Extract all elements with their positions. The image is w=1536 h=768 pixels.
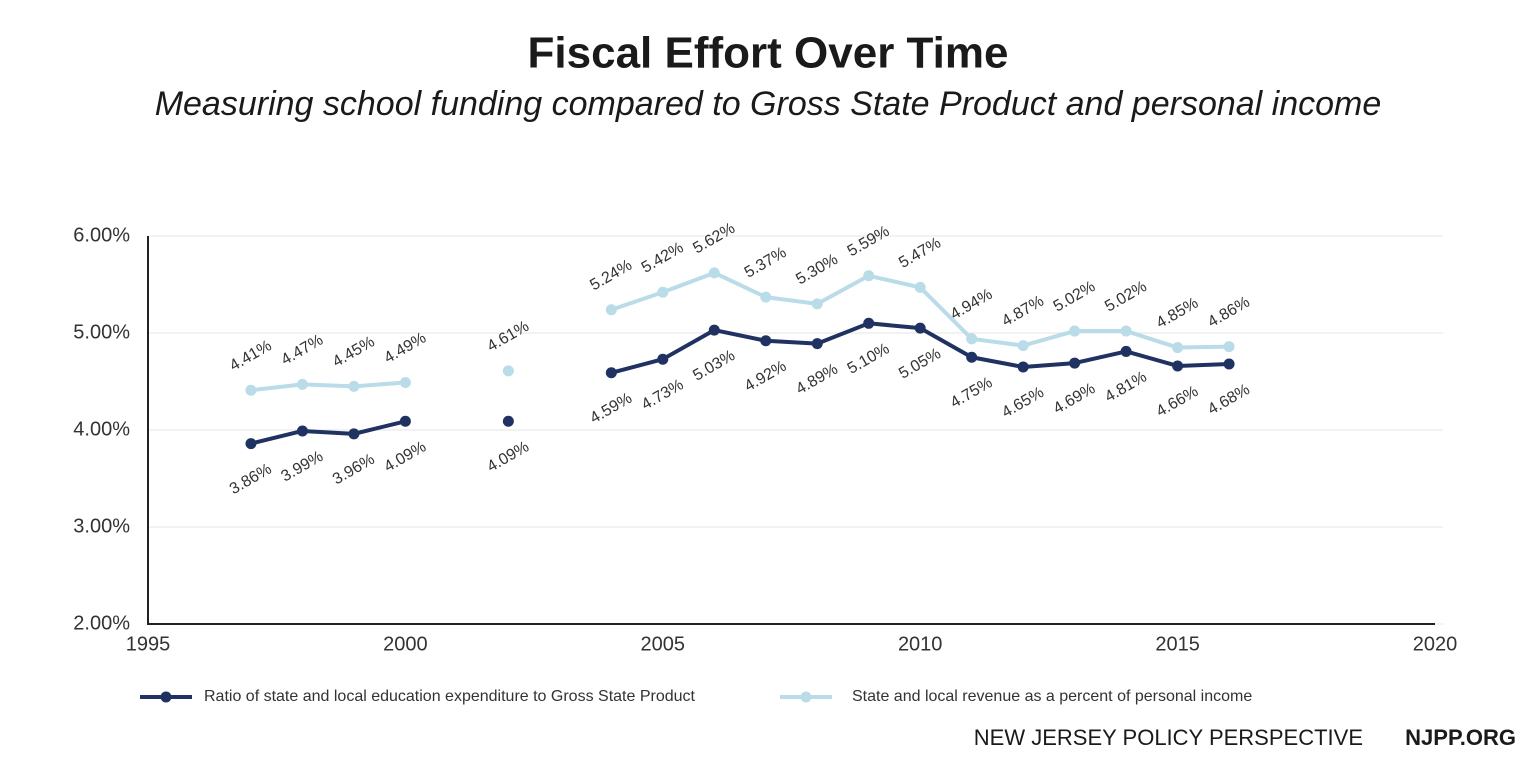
data-label: 3.99%	[278, 448, 326, 485]
data-label: 5.37%	[742, 244, 790, 281]
data-point	[1172, 342, 1184, 354]
data-label: 4.66%	[1154, 383, 1202, 420]
credit-org: NEW JERSEY POLICY PERSPECTIVE	[974, 725, 1363, 750]
data-point	[348, 428, 360, 440]
data-label: 4.75%	[948, 374, 996, 411]
legend-marker	[160, 691, 172, 703]
data-point	[708, 267, 720, 279]
data-point	[399, 376, 411, 388]
data-label: 4.09%	[381, 438, 429, 475]
data-label: 5.30%	[793, 251, 841, 288]
data-point	[605, 367, 617, 379]
data-point	[760, 335, 772, 347]
x-tick-label: 2000	[383, 633, 428, 655]
y-tick-label: 2.00%	[73, 612, 130, 634]
data-point	[605, 304, 617, 316]
data-point	[657, 353, 669, 365]
data-point	[811, 298, 823, 310]
data-point	[296, 378, 308, 390]
data-point	[1069, 325, 1081, 337]
data-point	[1223, 358, 1235, 370]
data-point	[1017, 340, 1029, 352]
data-point	[348, 380, 360, 392]
x-tick-label: 1995	[126, 633, 171, 655]
data-label: 4.89%	[793, 361, 841, 398]
x-tick-label: 2005	[641, 633, 686, 655]
data-point	[657, 286, 669, 298]
data-label: 4.49%	[381, 330, 429, 367]
data-label: 4.73%	[639, 376, 687, 413]
data-point	[1017, 361, 1029, 373]
data-label: 3.86%	[227, 461, 275, 498]
data-label: 5.10%	[845, 340, 893, 377]
data-label: 5.24%	[587, 257, 635, 294]
data-label: 3.96%	[330, 451, 378, 488]
data-point	[1223, 341, 1235, 353]
data-label: 4.94%	[948, 286, 996, 323]
data-label: 4.92%	[742, 358, 790, 395]
data-point	[399, 415, 411, 427]
data-point	[1069, 357, 1081, 369]
data-label: 4.09%	[484, 438, 532, 475]
legend-label: Ratio of state and local education expen…	[204, 688, 696, 705]
data-label: 4.85%	[1154, 295, 1202, 332]
legend-marker	[800, 691, 812, 703]
data-label: 4.47%	[278, 331, 326, 368]
data-label: 4.81%	[1102, 368, 1150, 405]
x-tick-label: 2015	[1155, 633, 1200, 655]
data-label: 5.02%	[1051, 278, 1099, 315]
data-label: 4.68%	[1205, 381, 1253, 418]
data-label: 5.62%	[690, 220, 738, 257]
data-label: 5.47%	[896, 234, 944, 271]
data-point	[966, 333, 978, 345]
data-label: 5.02%	[1102, 278, 1150, 315]
data-point	[760, 291, 772, 303]
x-tick-label: 2020	[1413, 633, 1458, 655]
chart-title: Fiscal Effort Over Time	[528, 29, 1009, 78]
y-tick-label: 3.00%	[73, 515, 130, 537]
data-label: 5.42%	[639, 239, 687, 276]
data-point	[296, 425, 308, 437]
data-point	[245, 384, 257, 396]
data-point	[863, 317, 875, 329]
data-label: 5.05%	[896, 345, 944, 382]
data-point	[1120, 325, 1132, 337]
data-label: 4.65%	[999, 384, 1047, 421]
data-point	[914, 281, 926, 293]
data-point	[863, 270, 875, 282]
legend-label: State and local revenue as a percent of …	[852, 688, 1252, 705]
data-label: 4.61%	[484, 318, 532, 355]
chart-subtitle: Measuring school funding compared to Gro…	[155, 85, 1382, 123]
y-tick-label: 6.00%	[73, 224, 130, 246]
data-label: 4.45%	[330, 333, 378, 370]
data-label: 5.59%	[845, 223, 893, 260]
y-tick-label: 5.00%	[73, 321, 130, 343]
data-point	[502, 415, 514, 427]
data-point	[708, 324, 720, 336]
credit-url: NJPP.ORG	[1405, 725, 1516, 750]
data-point	[245, 438, 257, 450]
data-point	[1172, 360, 1184, 372]
data-label: 4.86%	[1205, 294, 1253, 331]
data-point	[914, 322, 926, 334]
data-point	[502, 365, 514, 377]
data-label: 4.41%	[227, 337, 275, 374]
data-label: 4.87%	[999, 293, 1047, 330]
data-point	[1120, 345, 1132, 357]
data-label: 5.03%	[690, 347, 738, 384]
x-tick-label: 2010	[898, 633, 943, 655]
data-label: 4.69%	[1051, 380, 1099, 417]
data-point	[811, 338, 823, 350]
data-point	[966, 351, 978, 363]
y-tick-label: 4.00%	[73, 418, 130, 440]
data-label: 4.59%	[587, 390, 635, 427]
